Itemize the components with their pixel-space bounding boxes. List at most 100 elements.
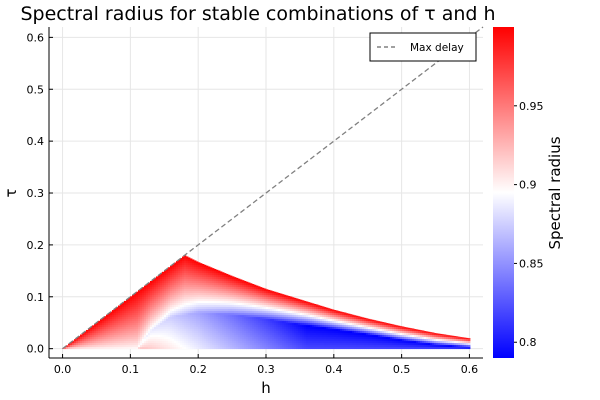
heatmap-cell: [232, 302, 235, 306]
heatmap-cell: [308, 330, 311, 334]
heatmap-cell: [282, 316, 285, 320]
heatmap-cell: [460, 340, 463, 344]
heatmap-cell: [278, 338, 281, 342]
heatmap-cell: [380, 332, 383, 336]
heatmap-cell: [394, 340, 397, 344]
heatmap-cell: [208, 336, 211, 340]
heatmap-cell: [98, 330, 101, 334]
heatmap-cell: [174, 316, 177, 320]
heatmap-cell: [164, 274, 167, 278]
heatmap-cell: [118, 338, 121, 342]
heatmap-cell: [164, 284, 167, 288]
heatmap-cell: [246, 290, 249, 294]
heatmap-cell: [178, 298, 181, 302]
heatmap-cell: [188, 286, 191, 290]
heatmap-cell: [128, 332, 131, 336]
heatmap-cell: [136, 340, 139, 344]
heatmap-cell: [400, 332, 403, 336]
heatmap-cell: [432, 340, 435, 344]
heatmap-cell: [252, 288, 255, 292]
heatmap-cell: [198, 262, 201, 266]
heatmap-cell: [210, 306, 213, 310]
heatmap-cell: [332, 342, 335, 346]
heatmap-cell: [336, 310, 339, 314]
heatmap-cell: [134, 310, 137, 314]
heatmap-cell: [276, 336, 279, 340]
heatmap-cell: [158, 300, 161, 304]
heatmap-cell: [324, 328, 327, 332]
heatmap-cell: [270, 296, 273, 300]
heatmap-cell: [264, 306, 267, 310]
heatmap-cell: [190, 294, 193, 298]
heatmap-cell: [196, 320, 199, 324]
heatmap-cell: [140, 330, 143, 334]
heatmap-cell: [156, 322, 159, 326]
heatmap-cell: [250, 318, 253, 322]
heatmap-cell: [272, 314, 275, 318]
heatmap-cell: [244, 346, 247, 350]
heatmap-cell: [206, 304, 209, 308]
heatmap-cell: [278, 328, 281, 332]
heatmap-cell: [252, 330, 255, 334]
heatmap-cell: [168, 272, 171, 276]
heatmap-cell: [324, 326, 327, 330]
heatmap-cell: [298, 320, 301, 324]
heatmap-cell: [282, 346, 285, 350]
heatmap-cell: [232, 346, 235, 350]
heatmap-cell: [270, 292, 273, 296]
heatmap-cell: [310, 320, 313, 324]
heatmap-cell: [84, 346, 87, 350]
heatmap-cell: [264, 340, 267, 344]
heatmap-cell: [132, 324, 135, 328]
heatmap-cell: [210, 328, 213, 332]
heatmap-cell: [244, 314, 247, 318]
heatmap-cell: [236, 324, 239, 328]
heatmap-cell: [336, 314, 339, 318]
heatmap-cell: [196, 268, 199, 272]
heatmap-cell: [262, 298, 265, 302]
heatmap-cell: [140, 328, 143, 332]
heatmap-cell: [206, 338, 209, 342]
heatmap-cell: [370, 334, 373, 338]
heatmap-cell: [358, 316, 361, 320]
heatmap-cell: [298, 328, 301, 332]
heatmap-cell: [272, 336, 275, 340]
heatmap-cell: [410, 344, 413, 348]
heatmap-cell: [158, 290, 161, 294]
heatmap-cell: [94, 324, 97, 328]
heatmap-cell: [226, 296, 229, 300]
heatmap-cell: [100, 342, 103, 346]
heatmap-cell: [416, 340, 419, 344]
heatmap-cell: [324, 330, 327, 334]
heatmap-cell: [324, 322, 327, 326]
heatmap-cell: [250, 322, 253, 326]
heatmap-cell: [460, 338, 463, 342]
heatmap-cell: [236, 292, 239, 296]
heatmap-cell: [242, 280, 245, 282]
heatmap-cell: [140, 336, 143, 340]
heatmap-cell: [342, 322, 345, 326]
heatmap-cell: [78, 340, 81, 344]
heatmap-cell: [344, 322, 347, 326]
heatmap-cell: [296, 304, 299, 308]
heatmap-cell: [286, 326, 289, 330]
heatmap-cell: [378, 338, 381, 342]
heatmap-cell: [392, 336, 395, 340]
heatmap-cell: [244, 300, 247, 304]
colorbar-tick-label: 0.85: [519, 257, 544, 270]
heatmap-cell: [148, 328, 151, 332]
heatmap-cell: [396, 340, 399, 344]
heatmap-cell: [332, 326, 335, 330]
heatmap-cell: [122, 310, 125, 314]
heatmap-cell: [148, 292, 151, 296]
heatmap-cell: [130, 346, 133, 350]
heatmap-cell: [358, 326, 361, 330]
heatmap-cell: [168, 276, 171, 280]
heatmap-cell: [158, 336, 161, 340]
heatmap-cell: [430, 342, 433, 346]
heatmap-cell: [302, 334, 305, 338]
heatmap-cell: [148, 290, 151, 294]
heatmap-cell: [354, 330, 357, 334]
heatmap-cell: [166, 298, 169, 302]
heatmap-cell: [270, 316, 273, 320]
